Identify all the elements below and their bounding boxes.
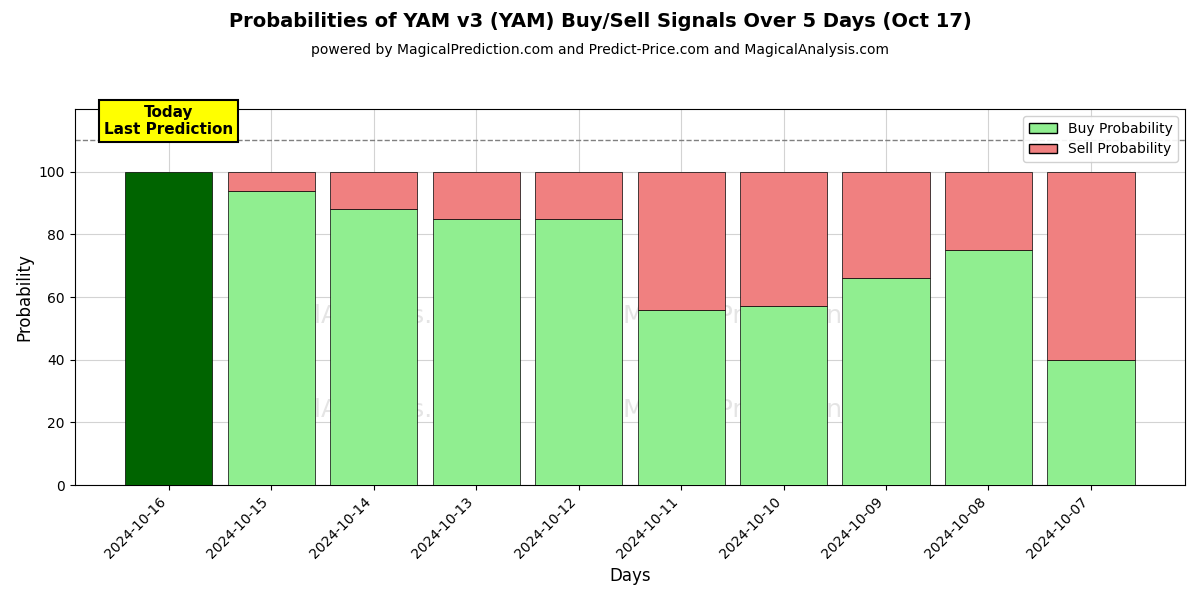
- Bar: [432, 172, 520, 219]
- Text: calAnalysis.com: calAnalysis.com: [286, 398, 486, 422]
- Legend: Buy Probability, Sell Probability: Buy Probability, Sell Probability: [1024, 116, 1178, 162]
- Bar: [740, 172, 827, 307]
- Bar: [740, 307, 827, 485]
- Text: Today
Last Prediction: Today Last Prediction: [104, 105, 233, 137]
- Bar: [535, 219, 622, 485]
- Bar: [330, 172, 418, 209]
- Text: MagicalPrediction.com: MagicalPrediction.com: [623, 398, 904, 422]
- Text: Probabilities of YAM v3 (YAM) Buy/Sell Signals Over 5 Days (Oct 17): Probabilities of YAM v3 (YAM) Buy/Sell S…: [229, 12, 971, 31]
- Bar: [637, 172, 725, 310]
- Bar: [1048, 360, 1134, 485]
- Bar: [432, 219, 520, 485]
- Bar: [944, 172, 1032, 250]
- Y-axis label: Probability: Probability: [16, 253, 34, 341]
- Text: powered by MagicalPrediction.com and Predict-Price.com and MagicalAnalysis.com: powered by MagicalPrediction.com and Pre…: [311, 43, 889, 57]
- Text: MagicalPrediction.com: MagicalPrediction.com: [623, 304, 904, 328]
- X-axis label: Days: Days: [610, 567, 650, 585]
- Bar: [228, 191, 314, 485]
- Bar: [535, 172, 622, 219]
- Bar: [125, 172, 212, 485]
- Bar: [842, 278, 930, 485]
- Bar: [228, 172, 314, 191]
- Bar: [330, 209, 418, 485]
- Bar: [1048, 172, 1134, 360]
- Text: calAnalysis.com: calAnalysis.com: [286, 304, 486, 328]
- Bar: [944, 250, 1032, 485]
- Bar: [842, 172, 930, 278]
- Bar: [637, 310, 725, 485]
